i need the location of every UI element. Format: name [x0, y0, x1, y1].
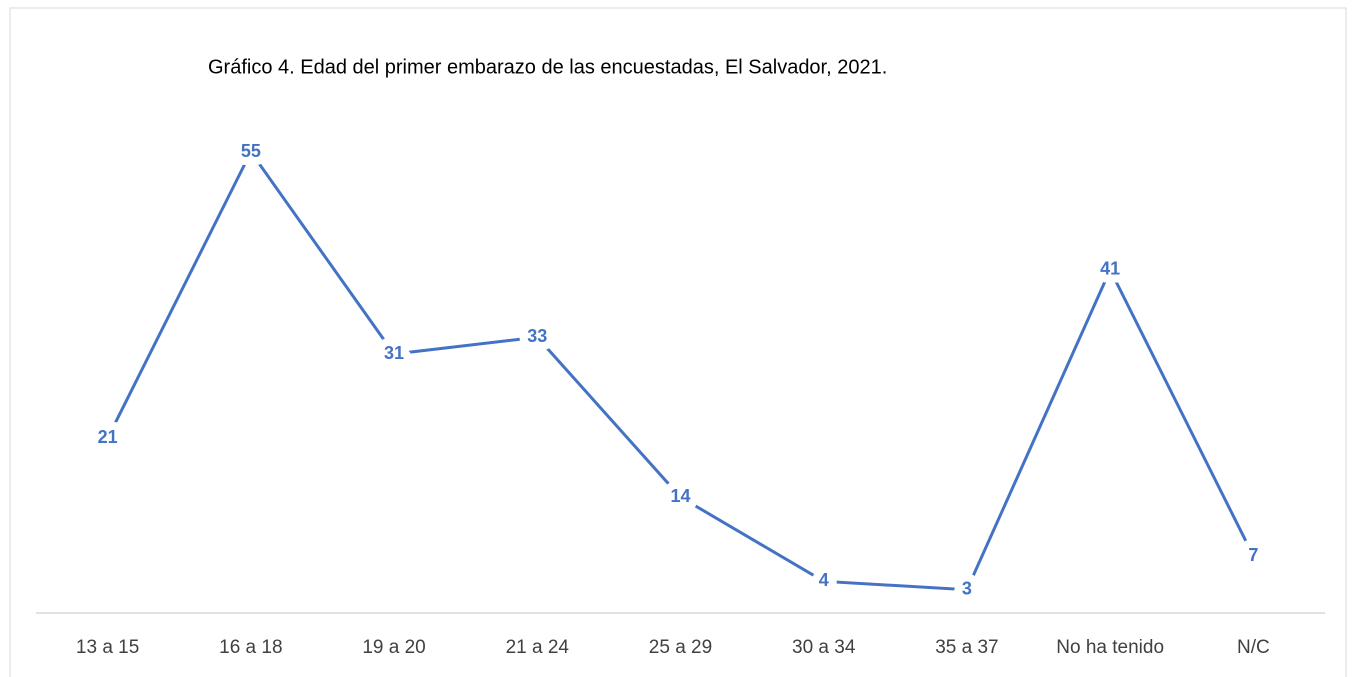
chart-title: Gráfico 4. Edad del primer embarazo de l… [208, 56, 887, 78]
x-tick-label: 16 a 18 [219, 637, 282, 658]
x-tick-label: 19 a 20 [362, 637, 425, 658]
x-tick-label: N/C [1237, 637, 1270, 658]
data-label: 33 [527, 326, 547, 346]
x-tick-label: 35 a 37 [935, 637, 998, 658]
data-label: 31 [384, 343, 404, 363]
x-tick-label: 13 a 15 [76, 637, 139, 658]
x-tick-label: No ha tenido [1056, 637, 1164, 658]
x-tick-label: 21 a 24 [506, 637, 570, 658]
data-label: 4 [819, 570, 829, 590]
data-label: 55 [241, 141, 261, 161]
data-label: 41 [1100, 259, 1120, 279]
line [106, 149, 1255, 592]
chart-border [9, 7, 1347, 677]
data-label: 7 [1248, 545, 1258, 565]
data-label: 14 [670, 486, 690, 506]
data-label: 3 [962, 578, 972, 598]
x-tick-label: 25 a 29 [649, 637, 712, 658]
data-label: 21 [98, 427, 118, 447]
x-tick-label: 30 a 34 [792, 637, 856, 658]
